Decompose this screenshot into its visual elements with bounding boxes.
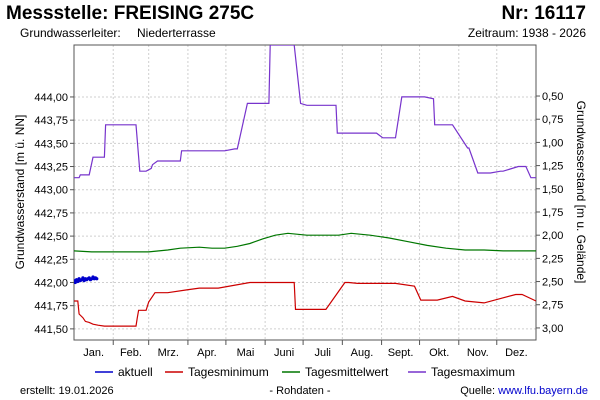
station-number: Nr: 16117 — [501, 3, 586, 24]
y2-tick-label: 2,25 — [542, 253, 563, 265]
aquifer-label: Grundwasserleiter: — [20, 26, 121, 40]
y-tick-label: 444,00 — [34, 92, 68, 104]
y2-axis-label: Grundwasserstand [m u. Gelände] — [574, 101, 588, 284]
raw-data-label: - Rohdaten - — [269, 385, 331, 397]
y2-tick-label: 1,25 — [542, 161, 563, 173]
series-line-tagesmaximum — [74, 45, 536, 179]
x-tick-label: Juli — [314, 347, 331, 359]
y-tick-label: 443,00 — [34, 185, 68, 197]
y2-tick-label: 3,00 — [542, 323, 563, 335]
x-tick-label: Juni — [274, 347, 294, 359]
x-tick-label: Apr. — [197, 347, 217, 359]
source-info: Quelle: www.lfu.bayern.de — [460, 385, 588, 397]
x-tick-label: Aug. — [351, 347, 374, 359]
y-tick-label: 442,00 — [34, 277, 68, 289]
legend-label-aktuell: aktuell — [118, 365, 153, 379]
y-tick-label: 442,50 — [34, 231, 68, 243]
plot-frame — [73, 44, 537, 341]
y2-tick-label: 2,75 — [542, 300, 563, 312]
created-info: erstellt: 19.01.2026 — [20, 385, 114, 397]
y2-tick-label: 1,50 — [542, 184, 563, 196]
created-label: erstellt: — [20, 385, 56, 397]
legend-label-tagesmittelwert: Tagesmittelwert — [305, 365, 389, 379]
series-group — [74, 45, 536, 327]
y2-tick-label: 2,50 — [542, 277, 563, 289]
legend-label-tagesminimum: Tagesminimum — [188, 365, 269, 379]
series-line-tagesminimum — [74, 281, 536, 327]
data-point-aktuell — [95, 277, 99, 281]
aquifer-value: Niederterrasse — [137, 26, 216, 40]
left-axis: 441,50 441,75 442,00 442,25 442,50 442,75 443,… — [34, 92, 74, 336]
y-tick-label: 441,50 — [34, 324, 68, 336]
source-link[interactable]: www.lfu.bayern.de — [498, 385, 588, 397]
series-line-tagesmittelwert — [74, 232, 536, 253]
data-point-aktuell — [76, 279, 80, 284]
source-label: Quelle: — [460, 385, 496, 397]
period-label: Zeitraum: 1938 - 2026 — [467, 26, 586, 40]
y-tick-label: 442,75 — [34, 208, 68, 220]
x-tick-label: Mai — [237, 347, 255, 359]
legend-label-tagesmaximum: Tagesmaximum — [431, 365, 515, 379]
x-tick-label: Nov. — [467, 347, 489, 359]
y-tick-label: 443,50 — [34, 138, 68, 150]
y-tick-label: 443,25 — [34, 162, 68, 174]
x-tick-label: Okt. — [429, 347, 449, 359]
y2-tick-label: 0,50 — [542, 91, 563, 103]
x-axis: Jan. Feb. Mrz. Apr. Mai Juni Juli Aug. Sept. Okt.… — [83, 340, 528, 359]
y2-tick-label: 2,00 — [542, 230, 563, 242]
created-date: 19.01.2026 — [58, 385, 114, 397]
y-tick-label: 443,75 — [34, 115, 68, 127]
x-tick-label: Feb. — [120, 347, 142, 359]
y-axis-label: Grundwasserstand [m ü. NN] — [13, 115, 27, 270]
y2-tick-label: 1,00 — [542, 137, 563, 149]
x-tick-label: Sept. — [388, 347, 414, 359]
legend: aktuell Tagesminimum Tagesmittelwert Tagesm… — [95, 365, 515, 379]
grid — [74, 45, 536, 340]
x-tick-label: Dez. — [505, 347, 528, 359]
y2-tick-label: 0,75 — [542, 114, 563, 126]
y2-tick-label: 1,75 — [542, 207, 563, 219]
y-tick-label: 441,75 — [34, 301, 68, 313]
y-tick-label: 442,25 — [34, 254, 68, 266]
x-tick-label: Jan. — [83, 347, 104, 359]
x-tick-label: Mrz. — [158, 347, 179, 359]
right-axis: 0,50 0,75 1,00 1,25 1,50 1,75 2,00 2,25 2,50 2,75… — [536, 91, 563, 335]
data-point-aktuell — [74, 280, 77, 285]
data-point-aktuell — [81, 276, 85, 280]
station-title: Messstelle: FREISING 275C — [6, 3, 255, 24]
